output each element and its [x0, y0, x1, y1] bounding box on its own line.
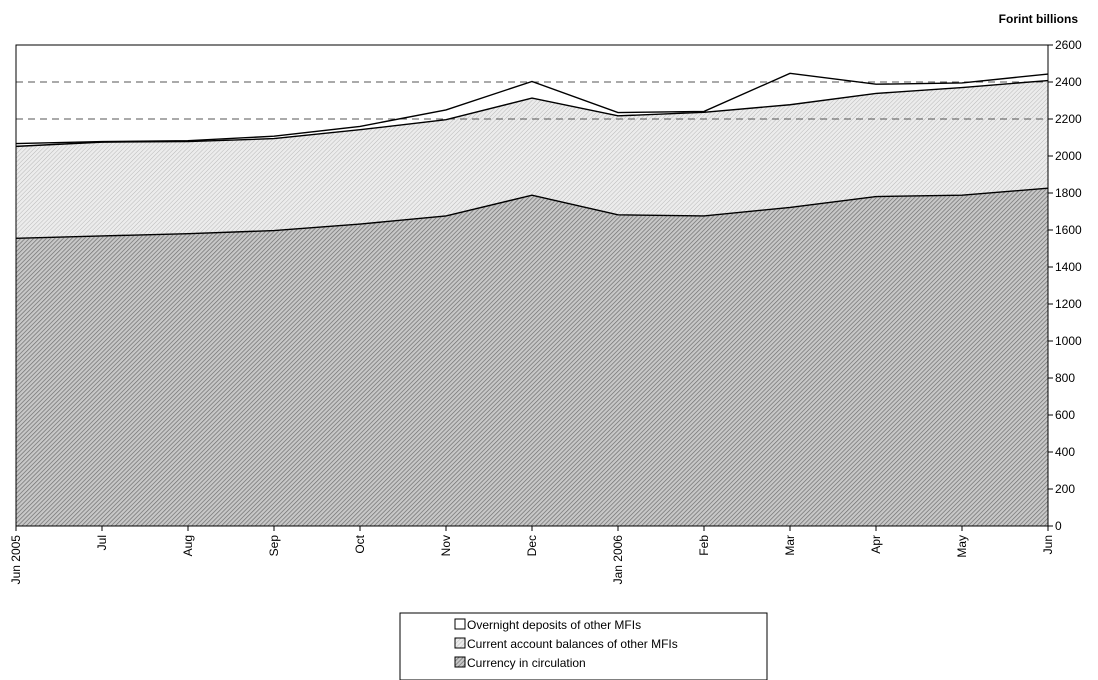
- legend-swatch-currency-in-circulation: [454, 656, 466, 668]
- legend-label-currency-in-circulation: Currency in circulation: [467, 656, 586, 670]
- series-line-overnight-deposits-of-other-mfis: [15, 72, 1049, 145]
- area-currency-in-circulation: [16, 188, 1048, 526]
- x-tick-label: Aug: [181, 535, 195, 556]
- x-tick-label: Jun: [1041, 535, 1055, 554]
- y-tick-label: 2400: [1055, 75, 1082, 89]
- y-tick-label: 1200: [1055, 297, 1082, 311]
- x-tick-label: Oct: [353, 534, 367, 553]
- legend-swatch-overnight-deposits-of-other-mfis: [454, 618, 466, 630]
- legend-label-current-account-balances-of-other-mfis: Current account balances of other MFIs: [467, 637, 678, 651]
- x-tick-label: Sep: [267, 535, 281, 557]
- x-tick-label: Jun 2005: [9, 535, 23, 585]
- x-tick-label: May: [955, 535, 969, 558]
- y-tick-label: 200: [1055, 482, 1075, 496]
- x-tick-label: Nov: [439, 535, 453, 556]
- legend: Overnight deposits of other MFIs Current …: [399, 612, 768, 680]
- legend-label-overnight-deposits-of-other-mfis: Overnight deposits of other MFIs: [467, 618, 641, 632]
- area-current-account-balances-of-other-mfis: [16, 80, 1048, 239]
- y-tick-label: 400: [1055, 445, 1075, 459]
- x-tick-label: Feb: [697, 535, 711, 556]
- x-tick-label: Apr: [869, 535, 883, 554]
- y-tick-label: 600: [1055, 408, 1075, 422]
- legend-swatch-current-account-balances-of-other-mfis: [454, 637, 466, 649]
- plot-area: [15, 44, 1049, 527]
- x-tick-label: Dec: [525, 535, 539, 556]
- x-tick-label: Jan 2006: [611, 535, 625, 585]
- axes: 0 200 400 600 800 1000 1200 1400 1600 1800 2000 220…: [9, 38, 1082, 584]
- y-tick-label: 800: [1055, 371, 1075, 385]
- y-tick-label: 2600: [1055, 38, 1082, 52]
- y-tick-label: 2000: [1055, 149, 1082, 163]
- y-tick-label: 1600: [1055, 223, 1082, 237]
- series-line-current-account-balances-of-other-mfis: [15, 79, 1049, 148]
- y-tick-label: 2200: [1055, 112, 1082, 126]
- y-tick-label: 1400: [1055, 260, 1082, 274]
- x-tick-label: Mar: [783, 535, 797, 556]
- y-tick-label: 1000: [1055, 334, 1082, 348]
- series-line-currency-in-circulation: [15, 187, 1049, 240]
- y-tick-label: 0: [1055, 519, 1062, 533]
- area-overnight-deposits-of-other-mfis: [16, 73, 1048, 147]
- x-tick-label: Jul: [95, 535, 109, 550]
- unit-label: Forint billions: [999, 12, 1079, 26]
- y-tick-label: 1800: [1055, 186, 1082, 200]
